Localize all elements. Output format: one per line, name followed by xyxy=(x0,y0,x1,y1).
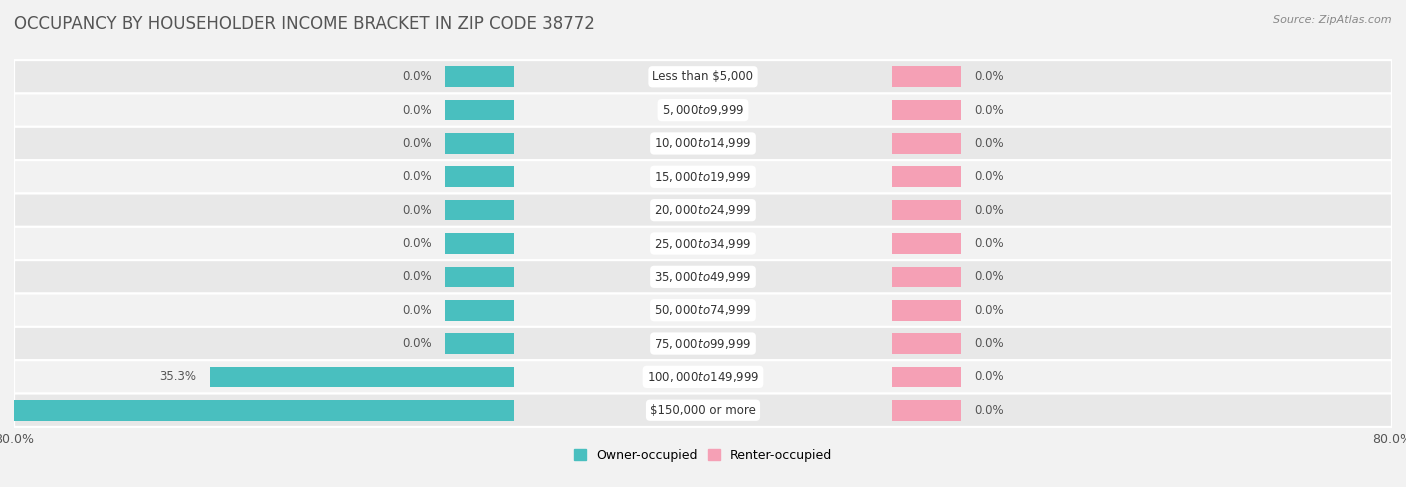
Bar xyxy=(444,133,513,154)
Text: $5,000 to $9,999: $5,000 to $9,999 xyxy=(662,103,744,117)
Bar xyxy=(444,100,513,120)
Text: 0.0%: 0.0% xyxy=(402,137,432,150)
Text: $75,000 to $99,999: $75,000 to $99,999 xyxy=(654,337,752,351)
Text: Source: ZipAtlas.com: Source: ZipAtlas.com xyxy=(1274,15,1392,25)
Bar xyxy=(444,300,513,320)
Text: 0.0%: 0.0% xyxy=(402,170,432,183)
Text: $15,000 to $19,999: $15,000 to $19,999 xyxy=(654,170,752,184)
FancyBboxPatch shape xyxy=(14,294,1392,327)
FancyBboxPatch shape xyxy=(14,94,1392,127)
Bar xyxy=(893,400,962,421)
Bar xyxy=(444,200,513,221)
Text: 0.0%: 0.0% xyxy=(974,270,1004,283)
Text: 0.0%: 0.0% xyxy=(974,137,1004,150)
Bar xyxy=(893,300,962,320)
Bar xyxy=(893,233,962,254)
Bar xyxy=(444,233,513,254)
FancyBboxPatch shape xyxy=(14,193,1392,227)
FancyBboxPatch shape xyxy=(14,160,1392,193)
Bar xyxy=(893,367,962,387)
Text: 0.0%: 0.0% xyxy=(974,104,1004,116)
Text: 0.0%: 0.0% xyxy=(402,237,432,250)
Bar xyxy=(444,266,513,287)
Text: 0.0%: 0.0% xyxy=(402,270,432,283)
Text: 0.0%: 0.0% xyxy=(974,304,1004,317)
Text: OCCUPANCY BY HOUSEHOLDER INCOME BRACKET IN ZIP CODE 38772: OCCUPANCY BY HOUSEHOLDER INCOME BRACKET … xyxy=(14,15,595,33)
Text: $25,000 to $34,999: $25,000 to $34,999 xyxy=(654,237,752,250)
FancyBboxPatch shape xyxy=(14,327,1392,360)
FancyBboxPatch shape xyxy=(14,260,1392,294)
Text: 0.0%: 0.0% xyxy=(974,337,1004,350)
Text: 0.0%: 0.0% xyxy=(974,70,1004,83)
Text: $35,000 to $49,999: $35,000 to $49,999 xyxy=(654,270,752,284)
Text: Less than $5,000: Less than $5,000 xyxy=(652,70,754,83)
FancyBboxPatch shape xyxy=(14,127,1392,160)
Bar xyxy=(893,333,962,354)
Text: 0.0%: 0.0% xyxy=(402,70,432,83)
Text: $10,000 to $14,999: $10,000 to $14,999 xyxy=(654,136,752,150)
Bar xyxy=(444,66,513,87)
Text: $150,000 or more: $150,000 or more xyxy=(650,404,756,417)
Text: 0.0%: 0.0% xyxy=(974,204,1004,217)
Text: $100,000 to $149,999: $100,000 to $149,999 xyxy=(647,370,759,384)
Text: 0.0%: 0.0% xyxy=(974,170,1004,183)
FancyBboxPatch shape xyxy=(14,60,1392,94)
Bar xyxy=(209,367,513,387)
Text: $50,000 to $74,999: $50,000 to $74,999 xyxy=(654,303,752,317)
Text: 35.3%: 35.3% xyxy=(160,371,197,383)
Bar xyxy=(893,133,962,154)
Bar xyxy=(893,167,962,187)
FancyBboxPatch shape xyxy=(14,393,1392,427)
Bar xyxy=(444,167,513,187)
Bar xyxy=(893,66,962,87)
Bar xyxy=(893,100,962,120)
Legend: Owner-occupied, Renter-occupied: Owner-occupied, Renter-occupied xyxy=(568,444,838,467)
Text: 0.0%: 0.0% xyxy=(402,337,432,350)
Text: 0.0%: 0.0% xyxy=(402,104,432,116)
Bar xyxy=(0,400,513,421)
Bar xyxy=(893,200,962,221)
Bar xyxy=(444,333,513,354)
FancyBboxPatch shape xyxy=(14,360,1392,393)
Text: 0.0%: 0.0% xyxy=(974,237,1004,250)
Text: 0.0%: 0.0% xyxy=(402,204,432,217)
Text: $20,000 to $24,999: $20,000 to $24,999 xyxy=(654,203,752,217)
Text: 0.0%: 0.0% xyxy=(402,304,432,317)
Bar xyxy=(893,266,962,287)
Text: 0.0%: 0.0% xyxy=(974,404,1004,417)
Text: 0.0%: 0.0% xyxy=(974,371,1004,383)
FancyBboxPatch shape xyxy=(14,227,1392,260)
